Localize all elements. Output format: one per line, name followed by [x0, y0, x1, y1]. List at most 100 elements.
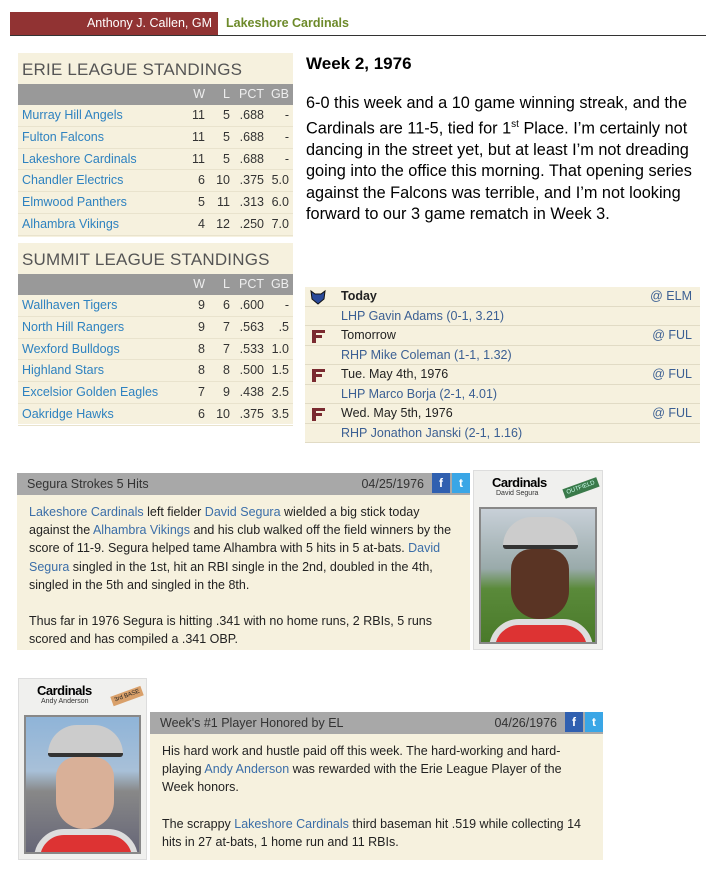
news-link[interactable]: Alhambra Vikings — [92, 523, 190, 538]
news-text: and his club walked off the field winner… — [29, 523, 452, 556]
falcons-f-logo-icon — [310, 328, 326, 344]
standings-cell: 10 — [216, 406, 230, 421]
news-header: Segura Strokes 5 Hits 04/25/1976 f t — [17, 473, 470, 495]
col-header: L — [223, 277, 230, 291]
news-title[interactable]: Segura Strokes 5 Hits — [27, 477, 149, 491]
col-header: GB — [270, 277, 289, 291]
probable-pitcher[interactable]: RHP Mike Coleman (1-1, 1.32) — [305, 346, 700, 365]
news-article-segura: Segura Strokes 5 Hits 04/25/1976 f t Lak… — [17, 473, 470, 650]
standings-cell: .688 — [239, 108, 264, 122]
gm-name[interactable]: Anthony J. Callen, GM — [10, 12, 218, 35]
col-header: GB — [270, 87, 289, 101]
card-team: Cardinals — [37, 683, 92, 698]
standings-cell: .250 — [239, 216, 264, 231]
standings-cell: 11 — [192, 151, 205, 166]
standings-cell: 9 — [198, 298, 205, 312]
summit-title: SUMMIT LEAGUE STANDINGS — [22, 250, 270, 269]
team-link[interactable]: North Hill Rangers — [22, 319, 125, 334]
standings-cell: 1.0 — [271, 341, 289, 356]
news-link[interactable]: David Segura — [204, 505, 281, 519]
card-player-name: Andy Anderson — [41, 698, 89, 705]
schedule-game-row: Wed. May 5th, 1976 @ FUL — [305, 404, 700, 424]
news-link[interactable]: Lakeshore Cardinals — [29, 505, 144, 519]
standings-cell: 11 — [192, 108, 205, 122]
team-link[interactable]: Murray Hill Angels — [22, 108, 123, 122]
standings-cell: 5 — [223, 129, 230, 144]
erie-standings: ERIE LEAGUE STANDINGS W L PCT GB Murray Hill… — [18, 53, 293, 237]
game-opponent[interactable]: @ FUL — [652, 367, 692, 381]
game-opponent[interactable]: @ ELM — [650, 289, 692, 303]
team-link[interactable]: Elmwood Panthers — [22, 195, 127, 210]
team-link[interactable]: Lakeshore Cardinals — [22, 151, 137, 166]
week-title: Week 2, 1976 — [306, 54, 412, 73]
schedule-game-row: Today @ ELM — [305, 287, 700, 307]
standings-header: W L PCT GB — [18, 84, 293, 105]
team-name[interactable]: Lakeshore Cardinals — [226, 16, 349, 30]
col-header: PCT — [239, 87, 264, 101]
probable-pitcher[interactable]: LHP Marco Borja (2-1, 4.01) — [305, 385, 700, 404]
news-article-anderson: Week's #1 Player Honored by EL 04/26/197… — [150, 712, 603, 860]
team-link[interactable]: Wallhaven Tigers — [22, 298, 118, 312]
news-date: 04/26/1976 — [494, 716, 557, 730]
standings-cell: 2.5 — [271, 385, 289, 400]
standings-cell: 12 — [216, 216, 230, 231]
news-link[interactable]: David Segura — [29, 541, 441, 574]
news-header: Week's #1 Player Honored by EL 04/26/197… — [150, 712, 603, 734]
game-day: Tue. May 4th, 1976 — [341, 367, 449, 381]
falcons-f-logo-icon — [310, 406, 326, 422]
team-link[interactable]: Wexford Bulldogs — [22, 341, 120, 356]
standings-cell: .313 — [239, 195, 264, 210]
team-link[interactable]: Oakridge Hawks — [22, 406, 114, 421]
standings-row: Wallhaven Tigers 9 6 .600 - — [18, 295, 293, 317]
standings-cell: 8 — [223, 363, 230, 378]
team-link[interactable]: Excelsior Golden Eagles — [22, 385, 159, 400]
probable-pitcher[interactable]: LHP Gavin Adams (0-1, 3.21) — [305, 307, 700, 326]
col-header: PCT — [239, 277, 264, 291]
facebook-icon[interactable]: f — [432, 473, 450, 493]
player-card-segura[interactable]: Cardinals David Segura OUTFIELD — [473, 470, 603, 650]
facebook-icon[interactable]: f — [565, 712, 583, 732]
standings-cell: - — [284, 298, 289, 312]
standings-cell: .500 — [239, 363, 264, 378]
falcons-f-logo-icon — [310, 367, 326, 383]
news-text: The scrappy — [162, 816, 235, 831]
player-photo — [479, 507, 597, 644]
standings-cell: - — [284, 129, 289, 144]
week-text: 6-0 this week and a 10 game winning stre… — [306, 93, 706, 225]
news-link[interactable]: Andy Anderson — [204, 762, 290, 777]
standings-row: Chandler Electrics 6 10 .375 5.0 — [18, 170, 293, 193]
standings-cell: - — [284, 151, 289, 166]
news-text: wielded a big stick today against the — [29, 505, 420, 538]
probable-pitcher[interactable]: RHP Jonathon Janski (2-1, 1.16) — [305, 424, 700, 443]
standings-cell: 6 — [198, 406, 205, 421]
team-link[interactable]: Fulton Falcons — [22, 129, 104, 144]
standings-cell: - — [284, 108, 289, 122]
col-team — [18, 84, 178, 105]
standings-cell: .375 — [239, 406, 264, 421]
standings-cell: 7.0 — [271, 216, 289, 231]
standings-cell: 7 — [223, 319, 230, 334]
standings-cell: 6.0 — [271, 195, 289, 210]
summit-standings: SUMMIT LEAGUE STANDINGS W L PCT GB Wallhaven… — [18, 243, 293, 426]
standings-cell: 7 — [223, 341, 230, 356]
news-paragraph: His hard work and hustle paid off this w… — [162, 742, 591, 797]
standings-cell: .438 — [239, 385, 264, 400]
twitter-icon[interactable]: t — [585, 712, 603, 732]
team-link[interactable]: Alhambra Vikings — [22, 216, 120, 231]
news-text: third baseman hit .519 while collecting … — [162, 816, 582, 849]
game-opponent[interactable]: @ FUL — [652, 406, 692, 420]
team-link[interactable]: Chandler Electrics — [22, 173, 124, 188]
card-player-name: David Segura — [496, 490, 539, 497]
standings-cell: .5 — [278, 319, 289, 334]
game-opponent[interactable]: @ FUL — [652, 328, 692, 342]
news-paragraph: Thus far in 1976 Segura is hitting .341 … — [29, 612, 458, 648]
week-journal: Week 2, 1976 6-0 this week and a 10 game… — [306, 52, 706, 225]
team-link[interactable]: Highland Stars — [22, 363, 104, 378]
standings-row: Wexford Bulldogs 8 7 .533 1.0 — [18, 339, 293, 361]
twitter-icon[interactable]: t — [452, 473, 470, 493]
standings-cell: 5 — [198, 195, 205, 210]
news-link[interactable]: Lakeshore Cardinals — [234, 816, 349, 831]
news-title[interactable]: Week's #1 Player Honored by EL — [160, 716, 344, 730]
standings-row: Highland Stars 8 8 .500 1.5 — [18, 360, 293, 383]
player-card-anderson[interactable]: Cardinals Andy Anderson 3rd BASE — [18, 678, 147, 860]
